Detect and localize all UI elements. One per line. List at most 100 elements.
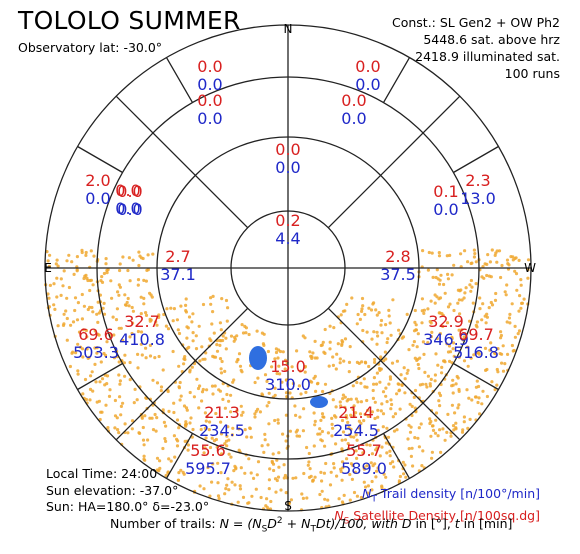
satellite-dot: [328, 365, 331, 368]
satellite-dot: [119, 262, 122, 265]
satellite-dot: [352, 384, 355, 387]
trail-density-value: 310.0: [265, 375, 311, 394]
satellite-dot: [242, 496, 245, 499]
satellite-dot: [55, 277, 58, 280]
satellite-dot: [438, 251, 441, 254]
satellite-dot: [403, 391, 406, 394]
satellite-dot: [186, 409, 189, 412]
satellite-dot: [461, 431, 464, 434]
satellite-dot: [421, 297, 424, 300]
satellite-dot: [131, 306, 134, 309]
satellite-dot: [291, 477, 294, 480]
trail-density-value: 4.4: [275, 229, 300, 248]
satellite-dot: [465, 286, 468, 289]
satellite-dot: [142, 257, 145, 260]
satellite-dot: [363, 385, 366, 388]
satellite-dot: [335, 475, 338, 478]
satellite-dot: [378, 381, 381, 384]
trail-density-value: 516.8: [453, 343, 499, 362]
satellite-dot: [491, 248, 494, 251]
satellite-dot: [284, 474, 287, 477]
satellite-dot: [233, 336, 236, 339]
satellite-dot: [314, 420, 317, 423]
satellite-dot: [404, 377, 407, 380]
satellite-dot: [211, 385, 214, 388]
satellite-dot: [373, 417, 376, 420]
satellite-dot: [261, 444, 264, 447]
satellite-dot: [65, 259, 68, 262]
satellite-dot: [506, 320, 509, 323]
satellite-dot: [324, 328, 327, 331]
satellite-dot: [456, 375, 459, 378]
satellite-dot: [267, 401, 270, 404]
satellite-dot: [372, 389, 375, 392]
satellite-dot: [498, 249, 501, 252]
satellite-dot: [296, 429, 299, 432]
satellite-dot: [177, 365, 180, 368]
satellite-dot: [386, 337, 389, 340]
satellite-dot: [321, 439, 324, 442]
satellite-dot: [404, 476, 407, 479]
satellite-dot: [382, 412, 385, 415]
satellite-dot: [300, 492, 303, 495]
satellite-dot: [189, 416, 192, 419]
satellite-dot: [444, 292, 447, 295]
satellite-dot: [262, 342, 265, 345]
satellite-dot: [145, 356, 148, 359]
satellite-dot: [357, 313, 360, 316]
satellite-dot: [350, 398, 353, 401]
satellite-dot: [77, 301, 80, 304]
north-label: N: [284, 22, 293, 36]
satellite-dot: [76, 255, 79, 258]
satellite-dot: [486, 395, 489, 398]
satellite-dot: [376, 314, 379, 317]
satellite-dot: [277, 451, 280, 454]
satellite-dot: [392, 465, 395, 468]
satellite-dot: [480, 402, 483, 405]
satellite-dot: [264, 438, 267, 441]
satellite-dot: [146, 438, 149, 441]
illuminated-satellite-blob: [249, 346, 267, 370]
satellite-dot: [475, 386, 478, 389]
satellite-dot: [519, 278, 522, 281]
satellite-dot: [179, 398, 182, 401]
satellite-dot: [389, 398, 392, 401]
satellite-dot: [63, 313, 66, 316]
satellite-dot: [90, 249, 93, 252]
trail-formula: Number of trails: N = (NSD2 + NTDt)/100,…: [110, 516, 512, 535]
satellite-dot: [397, 382, 400, 385]
satellite-dot: [371, 480, 374, 483]
satellite-dot: [496, 370, 499, 373]
satellite-dot: [151, 379, 154, 382]
satellite-dot: [192, 339, 195, 342]
satellite-dot: [233, 483, 236, 486]
satellite-dot: [511, 344, 514, 347]
satellite-dot: [124, 303, 127, 306]
satellite-dot: [427, 269, 430, 272]
satellite-dot: [216, 481, 219, 484]
satellite-dot: [188, 370, 191, 373]
satellite-dot: [191, 428, 194, 431]
satellite-dot: [470, 398, 473, 401]
satellite-dot: [418, 445, 421, 448]
satellite-dot: [414, 389, 417, 392]
satellite-dot: [137, 264, 140, 267]
satellite-dot: [249, 427, 252, 430]
satellite-dot: [119, 413, 122, 416]
satellite-dot: [340, 344, 343, 347]
satellite-dot: [281, 433, 284, 436]
observatory-latitude: Observatory lat: -30.0°: [18, 40, 162, 55]
satellite-dot: [421, 249, 424, 252]
satellite-dot: [313, 444, 316, 447]
satellite-dot: [500, 334, 503, 337]
satellite-dot: [198, 325, 201, 328]
satellite-dot: [95, 313, 98, 316]
satellite-dot: [84, 378, 87, 381]
satellite-dot: [415, 328, 418, 331]
satellite-dot: [494, 254, 497, 257]
satellite-dot: [305, 496, 308, 499]
satellite-dot: [169, 307, 172, 310]
satellite-dot: [69, 324, 72, 327]
satellite-dot: [511, 302, 514, 305]
satellite-dot: [426, 307, 429, 310]
